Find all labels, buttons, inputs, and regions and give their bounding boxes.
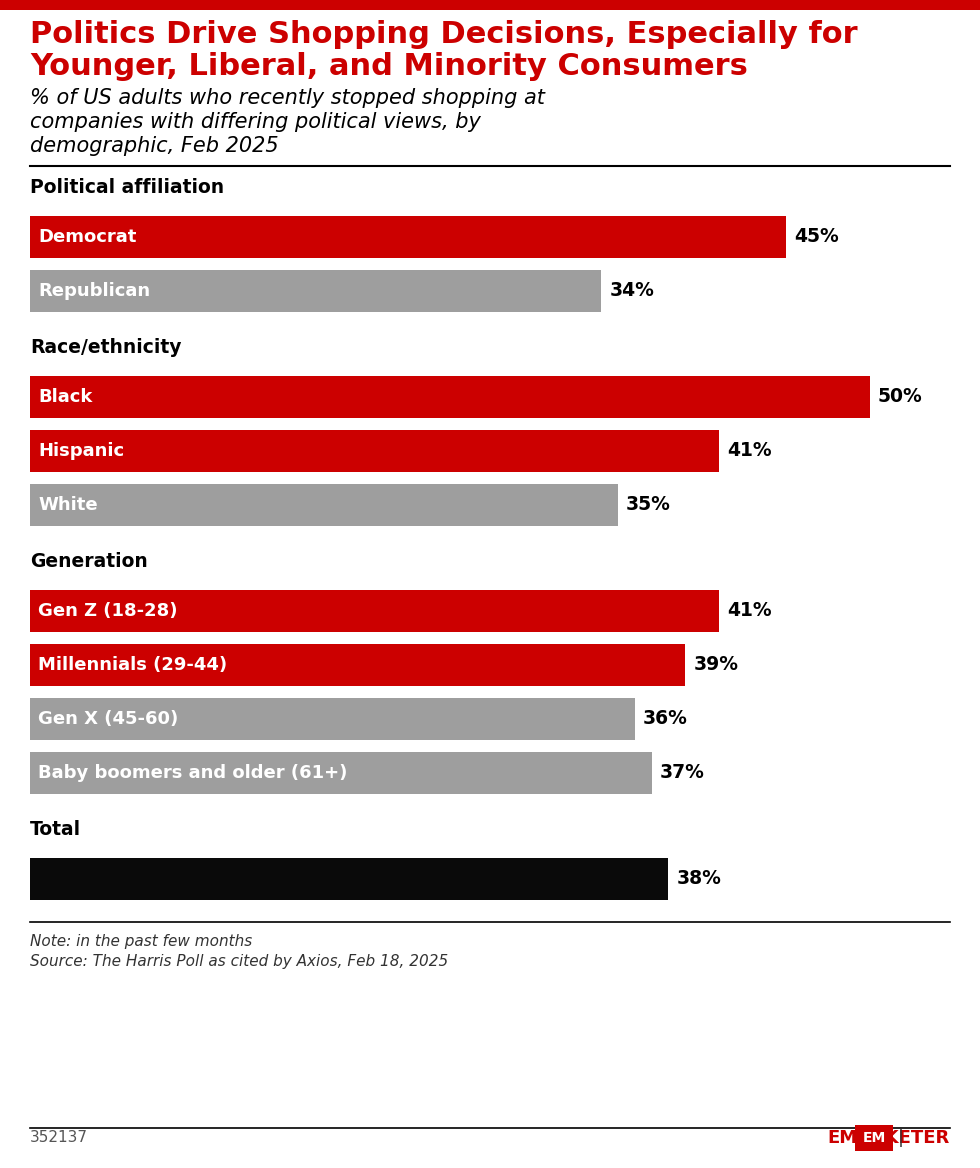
Text: Millennials (29-44): Millennials (29-44) xyxy=(38,656,227,674)
Text: Politics Drive Shopping Decisions, Especially for: Politics Drive Shopping Decisions, Espec… xyxy=(30,20,858,49)
Text: 38%: 38% xyxy=(676,869,721,889)
Text: Baby boomers and older (61+): Baby boomers and older (61+) xyxy=(38,764,347,783)
Text: 35%: 35% xyxy=(626,495,671,514)
Text: EM: EM xyxy=(862,1131,886,1145)
Text: 41%: 41% xyxy=(727,442,771,460)
Text: 39%: 39% xyxy=(693,655,738,674)
Bar xyxy=(30,590,718,632)
Bar xyxy=(30,270,601,312)
Text: % of US adults who recently stopped shopping at: % of US adults who recently stopped shop… xyxy=(30,88,545,107)
Text: 41%: 41% xyxy=(727,602,771,620)
Bar xyxy=(30,484,618,526)
Text: Generation: Generation xyxy=(30,552,148,571)
Text: Race/ethnicity: Race/ethnicity xyxy=(30,338,181,357)
Text: |: | xyxy=(898,1129,904,1147)
Text: Gen X (45-60): Gen X (45-60) xyxy=(38,710,178,728)
Bar xyxy=(30,430,718,472)
Bar xyxy=(30,698,635,741)
Text: Political affiliation: Political affiliation xyxy=(30,178,224,197)
Bar xyxy=(0,0,980,11)
Bar xyxy=(30,858,668,901)
Bar xyxy=(30,376,870,418)
Bar xyxy=(30,644,685,686)
Text: 45%: 45% xyxy=(794,228,839,246)
Text: Total: Total xyxy=(30,820,81,839)
Text: 37%: 37% xyxy=(660,764,705,783)
Text: companies with differing political views, by: companies with differing political views… xyxy=(30,112,481,132)
Text: Source: The Harris Poll as cited by Axios, Feb 18, 2025: Source: The Harris Poll as cited by Axio… xyxy=(30,954,448,969)
Text: 34%: 34% xyxy=(610,281,654,300)
Text: Note: in the past few months: Note: in the past few months xyxy=(30,934,252,948)
Bar xyxy=(30,216,786,258)
Text: 50%: 50% xyxy=(878,388,923,406)
Text: White: White xyxy=(38,496,98,514)
Text: Younger, Liberal, and Minority Consumers: Younger, Liberal, and Minority Consumers xyxy=(30,53,748,81)
Text: Hispanic: Hispanic xyxy=(38,442,124,460)
Text: Black: Black xyxy=(38,388,92,406)
Text: Gen Z (18-28): Gen Z (18-28) xyxy=(38,602,177,620)
Text: demographic, Feb 2025: demographic, Feb 2025 xyxy=(30,135,278,157)
Bar xyxy=(855,1125,893,1150)
Text: Republican: Republican xyxy=(38,281,150,300)
Text: Democrat: Democrat xyxy=(38,228,136,246)
Bar xyxy=(30,752,652,794)
Text: 36%: 36% xyxy=(643,709,688,729)
Text: 352137: 352137 xyxy=(30,1131,88,1146)
Text: EMARKETER: EMARKETER xyxy=(828,1129,950,1147)
